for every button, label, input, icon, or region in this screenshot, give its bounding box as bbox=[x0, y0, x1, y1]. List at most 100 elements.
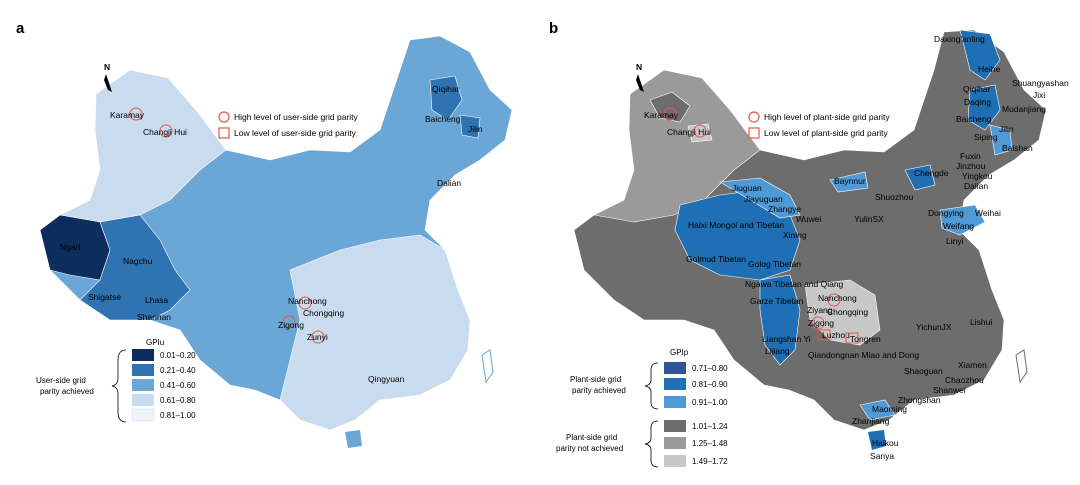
city-label: Chaozhou bbox=[945, 375, 984, 385]
panel-a-letter: a bbox=[16, 20, 25, 37]
city-label: Zhangye bbox=[768, 204, 801, 214]
map-b-group1-label-2: parity achieved bbox=[572, 386, 626, 395]
city-label: Shannan bbox=[137, 312, 171, 322]
map-a-legend-circle-icon bbox=[218, 111, 230, 123]
map-a-legend-range-2: 0.41–0.60 bbox=[160, 381, 196, 390]
map-b-legend-circle-label: High level of plant-side grid parity bbox=[764, 112, 890, 122]
city-label: Zigong bbox=[278, 320, 304, 330]
map-a-legend-swatch-1 bbox=[132, 364, 154, 376]
panel-b-letter: b bbox=[549, 20, 559, 37]
map-b-legend-circle-icon bbox=[748, 111, 760, 123]
map-a-legend-range-1: 0.21–0.40 bbox=[160, 366, 196, 375]
map-b-legend-swatch-5 bbox=[664, 455, 686, 467]
city-marker-icon bbox=[298, 296, 312, 310]
city-label: Qingyuan bbox=[368, 374, 405, 384]
city-label: Jiayuguan bbox=[744, 194, 783, 204]
city-label: Tongren bbox=[850, 334, 881, 344]
city-label: Daxing'anling bbox=[934, 34, 985, 44]
map-a-legend-square-icon bbox=[218, 127, 230, 139]
map-b-legend-range-5: 1.49–1.72 bbox=[692, 457, 728, 466]
city-label: Jixi bbox=[1033, 90, 1045, 100]
city-label: Nanchong bbox=[818, 293, 857, 303]
map-a-region-tibet bbox=[79, 214, 191, 321]
map-b: N High level of plant-side grid parity L… bbox=[556, 29, 1069, 468]
map-b-legend-range-1: 0.81–0.90 bbox=[692, 380, 728, 389]
map-a-legend-swatch-3 bbox=[132, 394, 154, 406]
city-marker-square-icon bbox=[817, 329, 831, 341]
map-b-region-hainan bbox=[868, 430, 886, 450]
city-label: Baicheng bbox=[425, 114, 461, 124]
city-label: Ngari bbox=[60, 242, 80, 252]
city-label: Golog Tibetan bbox=[748, 259, 801, 269]
city-label: Xiamen bbox=[958, 360, 987, 370]
map-a-taiwan bbox=[481, 349, 494, 384]
map-a-legend-range-4: 0.81–1.00 bbox=[160, 411, 196, 420]
map-a-north-arrow-icon bbox=[104, 74, 112, 92]
map-b-legend-swatch-1 bbox=[664, 378, 686, 390]
city-label: Zigong bbox=[808, 318, 834, 328]
city-label: Zunyi bbox=[307, 332, 328, 342]
city-label: Dongying bbox=[928, 208, 964, 218]
map-b-legend-swatch-3 bbox=[664, 420, 686, 432]
map-b-legend-swatch-4 bbox=[664, 437, 686, 449]
map-b-region-sichuan-east bbox=[804, 279, 881, 346]
map-a-legend-brace bbox=[111, 349, 127, 423]
city-label: Changji Hui bbox=[143, 127, 187, 137]
city-label: Siping bbox=[974, 132, 998, 142]
city-label: Nagchu bbox=[123, 256, 153, 266]
city-label: Chengde bbox=[914, 168, 949, 178]
city-label: Daqing bbox=[964, 97, 991, 107]
map-b-region-gansu bbox=[719, 177, 801, 219]
map-a-legend-swatch-4 bbox=[131, 408, 155, 422]
map-b-region-shandong bbox=[939, 204, 986, 236]
city-label: Nanchong bbox=[288, 296, 327, 306]
city-label: Shigatse bbox=[88, 292, 121, 302]
map-a-hainan bbox=[345, 430, 362, 448]
city-label: Shaoguan bbox=[904, 366, 943, 376]
city-label: YichunJX bbox=[916, 322, 952, 332]
map-a-legend-range-0: 0.01–0.20 bbox=[160, 351, 196, 360]
city-marker-icon bbox=[311, 330, 325, 344]
map-a-north-label: N bbox=[104, 62, 110, 72]
city-marker-icon bbox=[282, 315, 296, 329]
map-a-region-qiqihar bbox=[429, 75, 463, 121]
map-a-region-south bbox=[279, 234, 471, 431]
city-marker-icon bbox=[129, 107, 143, 121]
city-marker-icon bbox=[159, 124, 173, 138]
map-a-group-label-1: User-side grid bbox=[36, 376, 86, 385]
map-a-group-label-2: parity achieved bbox=[40, 387, 94, 396]
map-a-legend-range-3: 0.61–0.80 bbox=[160, 396, 196, 405]
city-marker-icon bbox=[811, 316, 825, 330]
map-a-legend-square-label: Low level of user-side grid parity bbox=[234, 128, 357, 138]
map-b-region-heilongjiang bbox=[959, 29, 1001, 81]
city-label: Lishui bbox=[970, 317, 992, 327]
city-label: Karamay bbox=[110, 110, 145, 120]
city-label: Fuxin bbox=[960, 151, 981, 161]
map-b-legend-brace-1 bbox=[644, 362, 659, 410]
city-label: Zhanjiang bbox=[852, 416, 890, 426]
city-label: Jilin bbox=[468, 124, 483, 134]
city-label: Golmud Tibetan bbox=[686, 254, 746, 264]
city-label: Lijiang bbox=[765, 346, 790, 356]
map-a-legend-title: GPIu bbox=[146, 338, 164, 347]
city-label: Mudanjiang bbox=[1002, 104, 1046, 114]
map-a: N High level of user-side grid parity Lo… bbox=[36, 35, 513, 448]
city-label: Maoming bbox=[872, 404, 907, 414]
map-a-legend-swatch-0 bbox=[132, 349, 154, 361]
city-label: Changji Hui bbox=[667, 127, 711, 137]
city-label: Jiuguan bbox=[732, 183, 762, 193]
city-label: Weihai bbox=[975, 208, 1001, 218]
map-b-region-south-coast bbox=[859, 399, 896, 421]
city-marker-icon bbox=[693, 124, 707, 138]
city-label: Baicheng bbox=[956, 114, 992, 124]
city-label: Weifang bbox=[943, 221, 974, 231]
city-label: Liangshan Yi bbox=[762, 334, 811, 344]
city-label: Jinzhou bbox=[956, 161, 986, 171]
map-b-group1-label-1: Plant-side grid bbox=[570, 375, 621, 384]
map-b-region-qiqihar bbox=[967, 84, 1001, 131]
city-label: Dalian bbox=[964, 181, 988, 191]
city-label: Zhongshan bbox=[898, 395, 941, 405]
city-label: Jilin bbox=[999, 124, 1014, 134]
map-b-region-karamay bbox=[649, 91, 691, 123]
